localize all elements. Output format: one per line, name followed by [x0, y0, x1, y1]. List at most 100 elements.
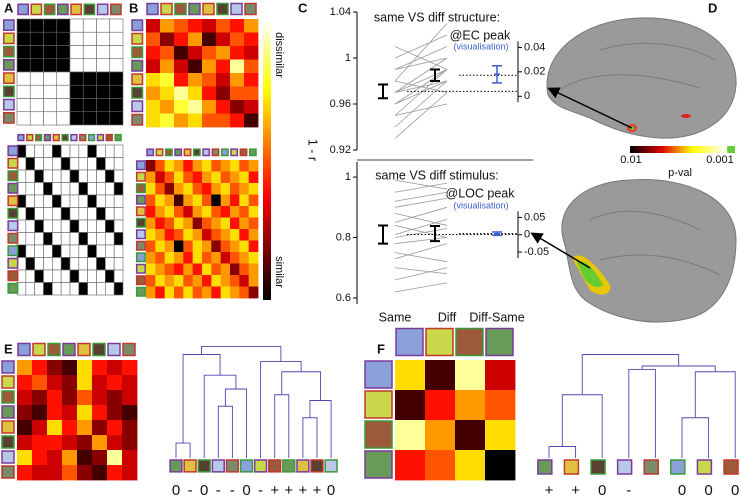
matrix-cell	[188, 19, 203, 33]
stimulus-icon	[296, 459, 310, 473]
stimulus-icon	[135, 286, 146, 297]
matrix-cell	[239, 171, 250, 184]
matrix-cell	[92, 375, 108, 391]
matrix-cell	[202, 252, 212, 264]
matrix-cell	[244, 73, 259, 87]
matrix-cell	[82, 84, 97, 99]
dendrogram-link	[302, 417, 318, 458]
matrix-cell	[230, 46, 245, 60]
y-tick-label: 0.96	[330, 98, 351, 110]
stimulus-icon	[1, 390, 15, 404]
matrix-cell	[87, 207, 97, 221]
matrix-cell	[43, 18, 58, 33]
matrix-cell	[52, 232, 62, 246]
matrix-cell	[395, 450, 426, 481]
matrix-cell	[87, 269, 97, 283]
stimulus-icon	[135, 263, 146, 274]
leaf-sign: +	[299, 482, 308, 497]
matrix-cell	[248, 263, 259, 276]
matrix-cell	[425, 360, 456, 391]
matrix-cell	[183, 160, 194, 172]
matrix-cell	[92, 390, 108, 406]
matrix-cell	[113, 269, 124, 283]
stimulus-icon	[131, 59, 144, 72]
stimulus-icon	[455, 327, 484, 357]
matrix-cell	[43, 144, 53, 158]
matrix-cell	[174, 59, 189, 74]
stimulus-icon	[135, 194, 146, 205]
subject-line	[394, 212, 448, 226]
matrix-cell	[47, 390, 63, 406]
stimulus-icon	[135, 252, 146, 263]
matrix-cell	[16, 58, 31, 73]
matrix-cell	[87, 144, 97, 158]
matrix-cell	[109, 84, 124, 99]
matrix-cell	[43, 84, 58, 99]
matrix-cell	[155, 183, 166, 195]
matrix-cell	[146, 59, 161, 74]
stimulus-icon	[17, 3, 29, 16]
stimulus-icon	[26, 133, 34, 142]
matrix-cell	[69, 157, 80, 171]
matrix-cell	[17, 390, 33, 406]
matrix-cell	[192, 206, 203, 218]
matrix-cell	[395, 390, 426, 421]
stimulus-icon	[324, 459, 338, 473]
matrix-cell	[183, 194, 194, 207]
matrix-cell	[239, 206, 250, 218]
subject-line	[394, 57, 448, 70]
matrix-cell	[62, 360, 78, 376]
matrix-cell	[96, 257, 106, 271]
matrix-cell	[146, 217, 156, 230]
stimulus-icon	[485, 327, 514, 357]
dendrogram-link	[628, 369, 656, 458]
matrix-cell	[122, 390, 138, 406]
stimulus-icon	[135, 160, 146, 171]
matrix-cell	[485, 390, 516, 421]
matrix-cell	[174, 73, 189, 87]
matrix-cell	[69, 269, 80, 283]
matrix-cell	[96, 157, 106, 171]
stimulus-icon	[135, 217, 146, 228]
matrix-cell	[183, 183, 194, 195]
matrix-cell	[107, 420, 123, 436]
matrix-cell	[244, 19, 259, 33]
matrix-cell	[69, 111, 84, 126]
matrix-cell	[188, 32, 203, 47]
matrix-cell	[32, 360, 48, 376]
stimulus-icon	[183, 148, 192, 157]
matrix-cell	[107, 360, 123, 376]
matrix-cell	[183, 206, 194, 218]
matrix-cell	[92, 360, 108, 376]
matrix-cell	[211, 183, 222, 195]
matrix-cell	[174, 46, 189, 60]
stimulus-icon	[192, 148, 201, 157]
matrix-cell	[146, 73, 161, 87]
matrix-cell	[211, 252, 222, 264]
matrix-cell	[25, 269, 35, 283]
stimulus-icon	[70, 3, 82, 16]
matrix-cell	[92, 450, 108, 466]
matrix-cell	[32, 435, 48, 451]
matrix-cell	[395, 360, 426, 391]
matrix-cell	[32, 450, 48, 466]
panel-label: B	[129, 0, 138, 15]
matrix-cell	[455, 420, 486, 451]
matrix-cell	[47, 360, 63, 376]
stimulus-icon	[164, 148, 173, 157]
matrix-cell	[230, 86, 245, 101]
matrix-cell	[17, 435, 33, 451]
matrix-cell	[34, 219, 44, 233]
subject-line	[394, 92, 448, 139]
matrix-cell	[188, 46, 203, 60]
matrix-cell	[164, 194, 175, 207]
stimulus-icon	[135, 275, 146, 286]
matrix-cell	[122, 360, 138, 376]
matrix-cell	[211, 171, 222, 184]
dendrogram-link	[260, 360, 302, 458]
matrix-cell	[122, 420, 138, 436]
stimulus-icon	[3, 59, 15, 71]
matrix-cell	[52, 182, 62, 196]
matrix-cell	[34, 169, 44, 183]
stimulus-icon	[146, 148, 155, 157]
